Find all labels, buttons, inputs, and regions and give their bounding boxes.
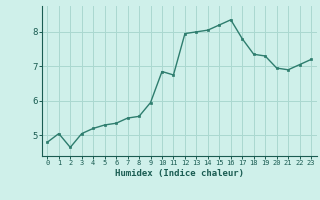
X-axis label: Humidex (Indice chaleur): Humidex (Indice chaleur) <box>115 169 244 178</box>
